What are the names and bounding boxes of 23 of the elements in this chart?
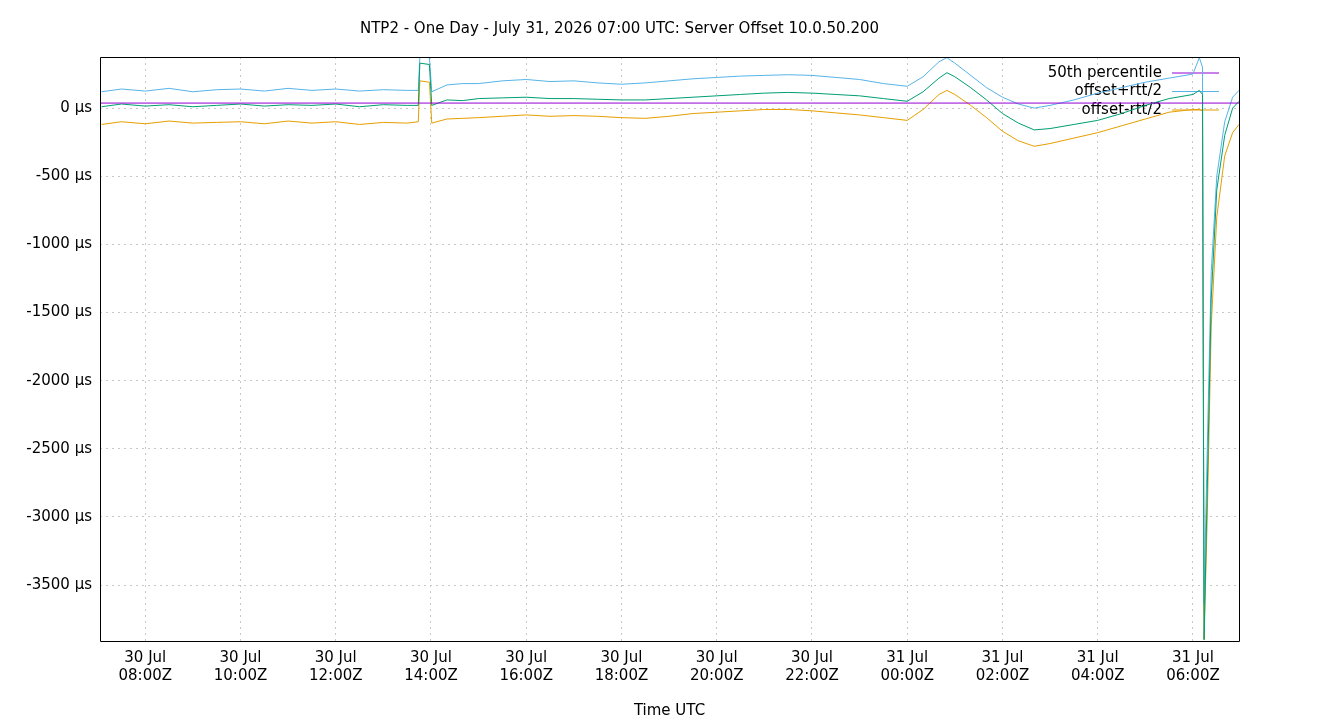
x-tick-label: 30 Jul 10:00Z <box>213 647 268 684</box>
y-tick-label: -2500 µs <box>26 438 93 457</box>
x-tick-label: 30 Jul 16:00Z <box>499 647 553 684</box>
y-tick-label: -500 µs <box>35 166 93 185</box>
y-tick-label: -2000 µs <box>26 370 93 389</box>
x-tick-label: 30 Jul 14:00Z <box>404 647 458 684</box>
chart-title: NTP2 - One Day - July 31, 2026 07:00 UTC: Server Offset 10.0.50.200 <box>359 18 880 37</box>
x-axis-title: Time UTC <box>632 700 706 719</box>
legend-label: 50th percentile <box>1047 62 1162 81</box>
x-tick-label: 31 Jul 04:00Z <box>1070 647 1125 684</box>
x-tick-label: 30 Jul 22:00Z <box>785 647 839 684</box>
x-tick-label: 31 Jul 00:00Z <box>880 647 934 684</box>
y-tick-label: -3500 µs <box>26 575 93 594</box>
y-tick-label: -1500 µs <box>26 302 93 321</box>
x-tick-label: 30 Jul 18:00Z <box>594 647 649 684</box>
x-tick-label: 30 Jul 12:00Z <box>308 647 363 684</box>
y-tick-label: -3000 µs <box>26 506 93 525</box>
x-tick-label: 30 Jul 08:00Z <box>118 647 172 684</box>
y-tick-label: 0 µs <box>60 98 93 116</box>
x-tick-label: 31 Jul 02:00Z <box>975 647 1030 684</box>
y-tick-label: -1000 µs <box>26 234 93 253</box>
x-tick-label: 30 Jul 20:00Z <box>689 647 744 684</box>
x-tick-label: 31 Jul 06:00Z <box>1166 647 1220 684</box>
